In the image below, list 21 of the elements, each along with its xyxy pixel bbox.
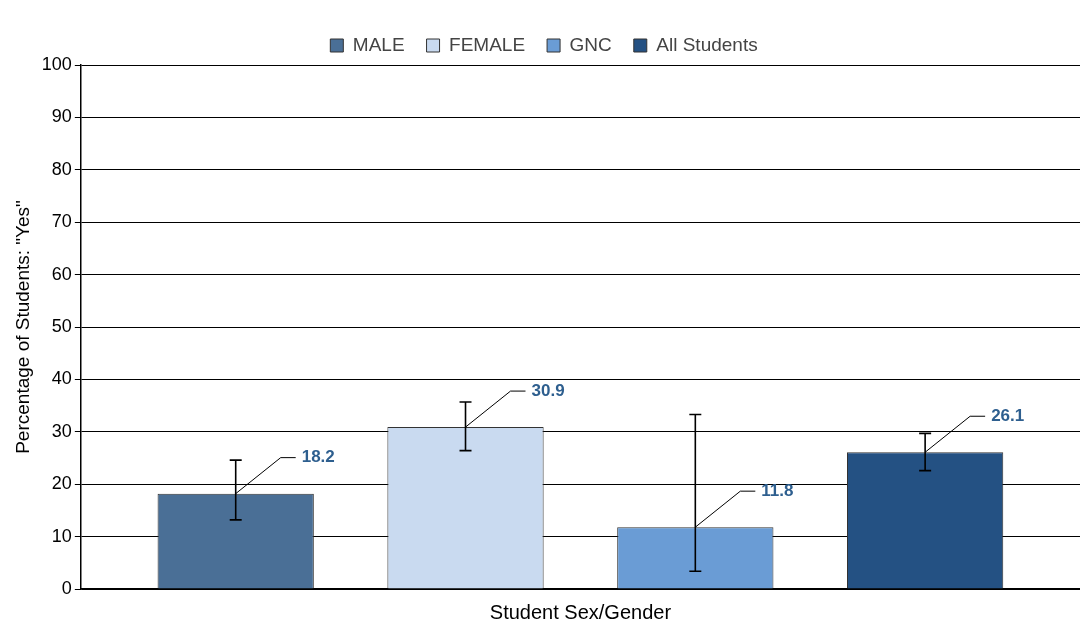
- y-tick-label: 80: [51, 158, 72, 179]
- legend-label: FEMALE: [449, 33, 526, 55]
- data-label: 11.8: [761, 480, 794, 500]
- y-tick-label: 20: [51, 473, 72, 494]
- y-tick-label: 70: [51, 211, 72, 232]
- y-tick-label: 40: [51, 368, 72, 389]
- data-label: 30.9: [531, 380, 565, 400]
- legend-label: All Students: [656, 33, 758, 55]
- y-tick-label: 0: [61, 577, 72, 598]
- y-tick-label: 100: [41, 53, 72, 74]
- y-tick-label: 50: [51, 315, 72, 336]
- y-tick-label: 60: [51, 263, 72, 284]
- y-tick-label: 10: [51, 525, 72, 546]
- y-tick-label: 30: [51, 420, 72, 441]
- y-tick-label: 90: [51, 106, 72, 127]
- y-axis-title: Percentage of Students: "Yes": [11, 200, 33, 454]
- x-axis-title: Student Sex/Gender: [489, 600, 672, 623]
- data-label: 26.1: [991, 405, 1025, 425]
- data-label: 18.2: [301, 447, 335, 467]
- legend-label: MALE: [352, 33, 405, 55]
- legend-label: GNC: [569, 33, 612, 55]
